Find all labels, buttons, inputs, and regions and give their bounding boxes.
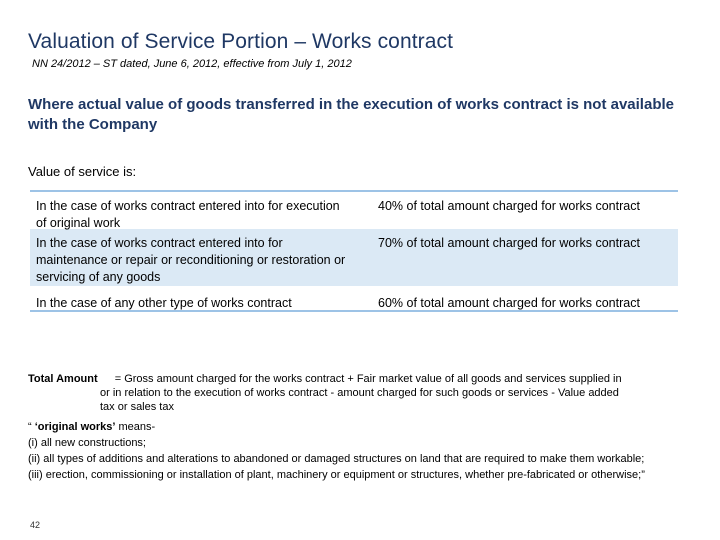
definition-intro: means-	[115, 421, 156, 433]
value-cell: 60% of total amount charged for works co…	[378, 296, 640, 310]
table-row: In the case of works contract entered in…	[30, 192, 678, 230]
quote-open: “	[28, 421, 35, 433]
definition-item: (i) all new constructions;	[28, 437, 146, 449]
defined-term: ‘original works’	[34, 421, 116, 433]
value-cell: 40% of total amount charged for works co…	[378, 199, 640, 213]
definition-item: (ii) all types of additions and alterati…	[28, 453, 645, 465]
total-amount-formula: Total Amount = Gross amount charged for …	[28, 372, 690, 414]
notification-reference: NN 24/2012 – ST dated, June 6, 2012, eff…	[32, 58, 352, 70]
original-works-definition: “ ‘original works’ means- (i) all new co…	[28, 419, 690, 483]
case-cell: In the case of works contract entered in…	[36, 199, 340, 230]
valuation-table: In the case of works contract entered in…	[30, 190, 678, 312]
formula-line: tax or sales tax	[100, 401, 174, 413]
table-row: In the case of works contract entered in…	[30, 228, 678, 287]
page-number: 42	[30, 520, 41, 530]
formula-line: = Gross amount charged for the works con…	[114, 373, 622, 385]
table-row: In the case of any other type of works c…	[30, 287, 678, 310]
definition-item: (iii) erection, commissioning or install…	[28, 469, 645, 481]
formula-label: Total Amount	[28, 373, 98, 385]
value-cell: 70% of total amount charged for works co…	[378, 236, 640, 250]
section-heading: Where actual value of goods transferred …	[28, 96, 674, 133]
intro-text: Value of service is:	[28, 164, 137, 179]
case-cell: In the case of any other type of works c…	[36, 296, 292, 310]
page-title: Valuation of Service Portion – Works con…	[28, 30, 454, 53]
formula-line: or in relation to the execution of works…	[100, 387, 619, 399]
case-cell: In the case of works contract entered in…	[36, 236, 346, 284]
